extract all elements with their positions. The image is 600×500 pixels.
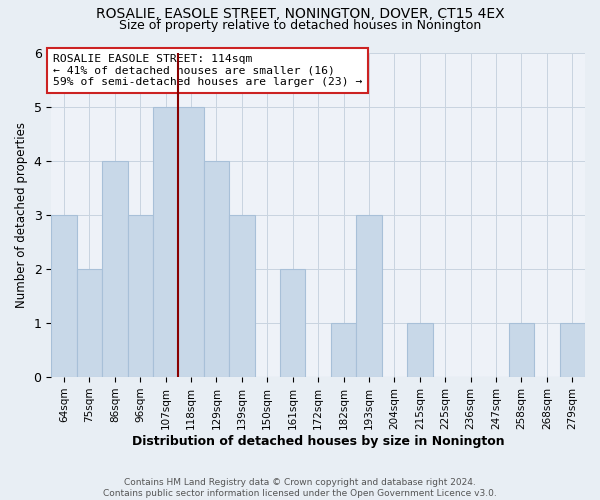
X-axis label: Distribution of detached houses by size in Nonington: Distribution of detached houses by size … <box>132 434 505 448</box>
Bar <box>102 160 128 377</box>
Bar <box>229 215 254 377</box>
Bar <box>153 106 178 377</box>
Bar <box>509 323 534 377</box>
Bar <box>356 215 382 377</box>
Text: Contains HM Land Registry data © Crown copyright and database right 2024.
Contai: Contains HM Land Registry data © Crown c… <box>103 478 497 498</box>
Bar <box>128 215 153 377</box>
Text: ROSALIE EASOLE STREET: 114sqm
← 41% of detached houses are smaller (16)
59% of s: ROSALIE EASOLE STREET: 114sqm ← 41% of d… <box>53 54 362 88</box>
Bar <box>407 323 433 377</box>
Bar <box>331 323 356 377</box>
Bar <box>178 106 204 377</box>
Bar <box>51 215 77 377</box>
Bar <box>280 269 305 377</box>
Text: Size of property relative to detached houses in Nonington: Size of property relative to detached ho… <box>119 19 481 32</box>
Bar <box>77 269 102 377</box>
Bar <box>204 160 229 377</box>
Text: ROSALIE, EASOLE STREET, NONINGTON, DOVER, CT15 4EX: ROSALIE, EASOLE STREET, NONINGTON, DOVER… <box>95 8 505 22</box>
Y-axis label: Number of detached properties: Number of detached properties <box>15 122 28 308</box>
Bar <box>560 323 585 377</box>
